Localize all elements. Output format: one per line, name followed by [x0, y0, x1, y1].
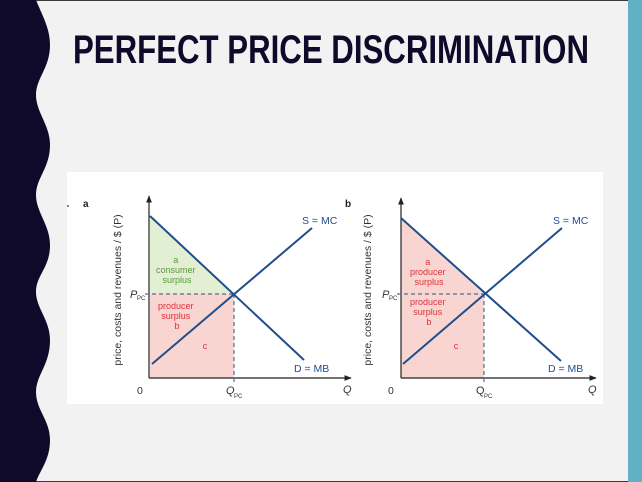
bullet-dot	[67, 205, 69, 207]
region-a-label: a producer surplus	[410, 257, 448, 287]
region-c-label: c	[203, 341, 208, 351]
region-b-label: producer surplus b	[410, 297, 448, 327]
region-a-label: a consumer surplus	[156, 255, 198, 285]
chart-b: b price, costs and revenues / $ (P) P PC…	[345, 197, 597, 400]
demand-curve	[149, 215, 305, 361]
p-pc-subscript: PC	[137, 296, 146, 302]
panel-label-a: a	[83, 199, 89, 210]
x-axis-label: Q	[343, 384, 352, 396]
demand-curve	[400, 217, 562, 362]
right-accent-bar	[628, 0, 642, 482]
q-pc-label: Q	[226, 385, 235, 397]
q-pc-label: Q	[476, 385, 485, 397]
p-pc-label: P	[382, 289, 390, 301]
origin-label: 0	[137, 385, 143, 397]
supply-curve	[151, 227, 313, 365]
cost-region-c	[401, 294, 484, 378]
panel-label-b: b	[345, 199, 351, 210]
supply-curve	[402, 227, 563, 365]
supply-label: S = MC	[553, 215, 589, 227]
region-c-label: c	[454, 341, 459, 351]
x-axis-label: Q	[588, 384, 597, 396]
supply-label: S = MC	[302, 215, 338, 227]
q-pc-subscript: PC	[484, 394, 493, 400]
demand-label: D = MB	[548, 363, 583, 375]
y-axis-label: price, costs and revenues / $ (P)	[362, 214, 374, 365]
demand-label: D = MB	[294, 363, 329, 375]
left-wave-band	[0, 0, 50, 482]
q-pc-subscript: PC	[234, 394, 243, 400]
p-pc-subscript: PC	[389, 296, 398, 302]
y-axis-label: price, costs and revenues / $ (P)	[112, 214, 124, 365]
region-b-label: producer surplus b	[158, 301, 196, 331]
origin-label: 0	[388, 385, 394, 397]
cost-region-c	[150, 294, 234, 378]
p-pc-label: P	[130, 289, 138, 301]
chart-a: a price, costs and revenues / $ (P) P PC…	[83, 195, 352, 400]
